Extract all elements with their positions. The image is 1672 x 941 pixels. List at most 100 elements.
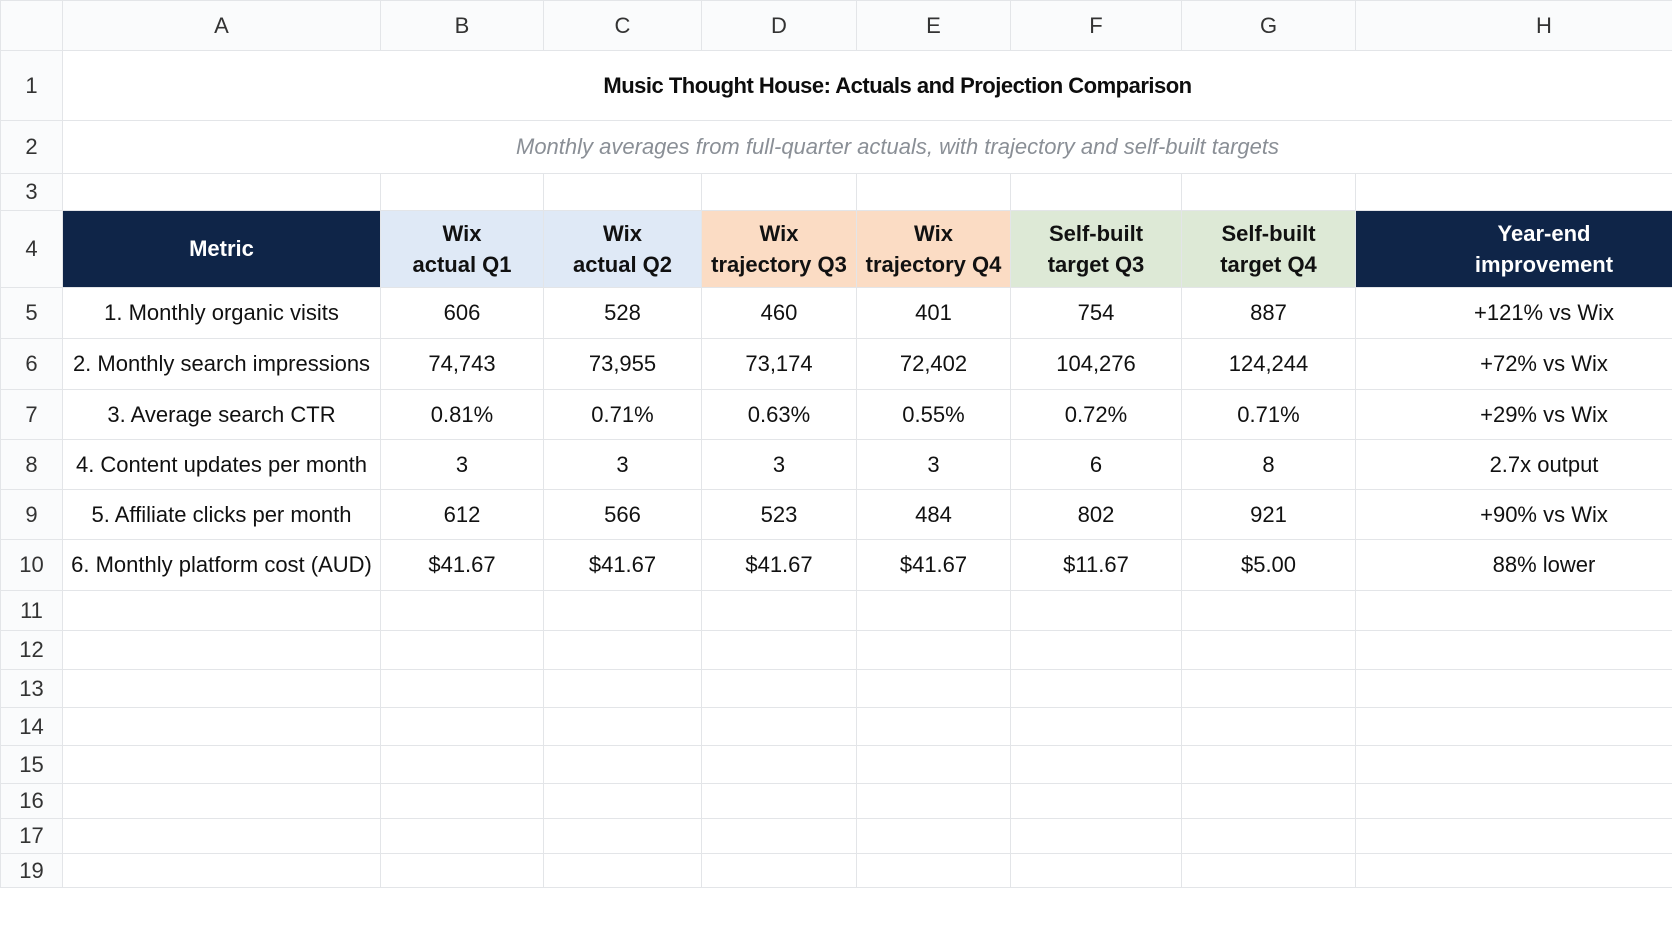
improvement-cell[interactable]: 2.7x output xyxy=(1355,439,1672,490)
value-cell[interactable]: 523 xyxy=(701,489,857,540)
value-cell[interactable]: 6 xyxy=(1010,439,1182,490)
value-cell[interactable]: $41.67 xyxy=(701,539,857,591)
header-year-end-improvement[interactable]: Year-end improvement xyxy=(1355,210,1672,288)
cell[interactable] xyxy=(1355,669,1672,708)
cell[interactable] xyxy=(1181,853,1356,888)
improvement-cell[interactable]: +72% vs Wix xyxy=(1355,338,1672,390)
cell[interactable] xyxy=(380,173,544,211)
value-cell[interactable]: 3 xyxy=(380,439,544,490)
row-header[interactable]: 11 xyxy=(0,590,63,631)
value-cell[interactable]: $41.67 xyxy=(380,539,544,591)
value-cell[interactable]: 72,402 xyxy=(856,338,1011,390)
value-cell[interactable]: 0.71% xyxy=(1181,389,1356,440)
cell[interactable] xyxy=(543,590,702,631)
cell[interactable] xyxy=(856,173,1011,211)
value-cell[interactable]: 73,174 xyxy=(701,338,857,390)
value-cell[interactable]: 0.55% xyxy=(856,389,1011,440)
value-cell[interactable]: 0.72% xyxy=(1010,389,1182,440)
cell[interactable] xyxy=(543,707,702,746)
value-cell[interactable]: 74,743 xyxy=(380,338,544,390)
cell[interactable] xyxy=(1181,707,1356,746)
header-wix-trajectory-q4[interactable]: Wix trajectory Q4 xyxy=(856,210,1011,288)
cell[interactable] xyxy=(1010,745,1182,784)
header-metric[interactable]: Metric xyxy=(62,210,381,288)
cell[interactable] xyxy=(62,630,381,670)
cell[interactable] xyxy=(380,818,544,854)
cell[interactable] xyxy=(856,783,1011,819)
cell[interactable] xyxy=(701,783,857,819)
value-cell[interactable]: 887 xyxy=(1181,287,1356,339)
metric-cell[interactable]: 6. Monthly platform cost (AUD) xyxy=(62,539,381,591)
column-header-d[interactable]: D xyxy=(701,0,857,51)
metric-cell[interactable]: 2. Monthly search impressions xyxy=(62,338,381,390)
cell[interactable] xyxy=(701,853,857,888)
metric-cell[interactable]: 5. Affiliate clicks per month xyxy=(62,489,381,540)
cell[interactable] xyxy=(1355,707,1672,746)
row-header[interactable]: 16 xyxy=(0,783,63,819)
header-wix-trajectory-q3[interactable]: Wix trajectory Q3 xyxy=(701,210,857,288)
row-header[interactable]: 8 xyxy=(0,439,63,490)
value-cell[interactable]: $5.00 xyxy=(1181,539,1356,591)
cell[interactable] xyxy=(701,707,857,746)
cell[interactable] xyxy=(1181,669,1356,708)
cell[interactable] xyxy=(1181,783,1356,819)
cell[interactable] xyxy=(543,669,702,708)
header-self-built-target-q3[interactable]: Self-built target Q3 xyxy=(1010,210,1182,288)
cell[interactable] xyxy=(1181,630,1356,670)
cell[interactable] xyxy=(856,669,1011,708)
sheet-title[interactable]: Music Thought House: Actuals and Project… xyxy=(62,50,1672,121)
value-cell[interactable]: $41.67 xyxy=(543,539,702,591)
cell[interactable] xyxy=(1010,669,1182,708)
cell[interactable] xyxy=(380,669,544,708)
cell[interactable] xyxy=(856,853,1011,888)
cell[interactable] xyxy=(1355,853,1672,888)
cell[interactable] xyxy=(701,818,857,854)
value-cell[interactable]: 0.63% xyxy=(701,389,857,440)
value-cell[interactable]: $41.67 xyxy=(856,539,1011,591)
row-header[interactable]: 6 xyxy=(0,338,63,390)
value-cell[interactable]: 401 xyxy=(856,287,1011,339)
cell[interactable] xyxy=(856,590,1011,631)
cell[interactable] xyxy=(62,818,381,854)
cell[interactable] xyxy=(1181,818,1356,854)
improvement-cell[interactable]: +121% vs Wix xyxy=(1355,287,1672,339)
cell[interactable] xyxy=(543,630,702,670)
value-cell[interactable]: $11.67 xyxy=(1010,539,1182,591)
cell[interactable] xyxy=(856,707,1011,746)
cell[interactable] xyxy=(856,630,1011,670)
value-cell[interactable]: 606 xyxy=(380,287,544,339)
cell[interactable] xyxy=(62,745,381,784)
value-cell[interactable]: 460 xyxy=(701,287,857,339)
cell[interactable] xyxy=(1010,173,1182,211)
row-header[interactable]: 12 xyxy=(0,630,63,670)
column-header-g[interactable]: G xyxy=(1181,0,1356,51)
cell[interactable] xyxy=(1010,818,1182,854)
cell[interactable] xyxy=(1181,745,1356,784)
cell[interactable] xyxy=(380,783,544,819)
improvement-cell[interactable]: 88% lower xyxy=(1355,539,1672,591)
cell[interactable] xyxy=(62,173,381,211)
improvement-cell[interactable]: +90% vs Wix xyxy=(1355,489,1672,540)
header-wix-actual-q2[interactable]: Wix actual Q2 xyxy=(543,210,702,288)
value-cell[interactable]: 3 xyxy=(701,439,857,490)
cell[interactable] xyxy=(1355,630,1672,670)
improvement-cell[interactable]: +29% vs Wix xyxy=(1355,389,1672,440)
cell[interactable] xyxy=(62,707,381,746)
value-cell[interactable]: 3 xyxy=(543,439,702,490)
value-cell[interactable]: 566 xyxy=(543,489,702,540)
value-cell[interactable]: 484 xyxy=(856,489,1011,540)
metric-cell[interactable]: 1. Monthly organic visits xyxy=(62,287,381,339)
cell[interactable] xyxy=(380,745,544,784)
column-header-a[interactable]: A xyxy=(62,0,381,51)
row-header[interactable]: 13 xyxy=(0,669,63,708)
cell[interactable] xyxy=(543,818,702,854)
row-header[interactable]: 4 xyxy=(0,210,63,288)
value-cell[interactable]: 3 xyxy=(856,439,1011,490)
cell[interactable] xyxy=(1010,590,1182,631)
row-header[interactable]: 5 xyxy=(0,287,63,339)
cell[interactable] xyxy=(701,630,857,670)
cell[interactable] xyxy=(1010,783,1182,819)
cell[interactable] xyxy=(1010,707,1182,746)
value-cell[interactable]: 802 xyxy=(1010,489,1182,540)
cell[interactable] xyxy=(1355,590,1672,631)
